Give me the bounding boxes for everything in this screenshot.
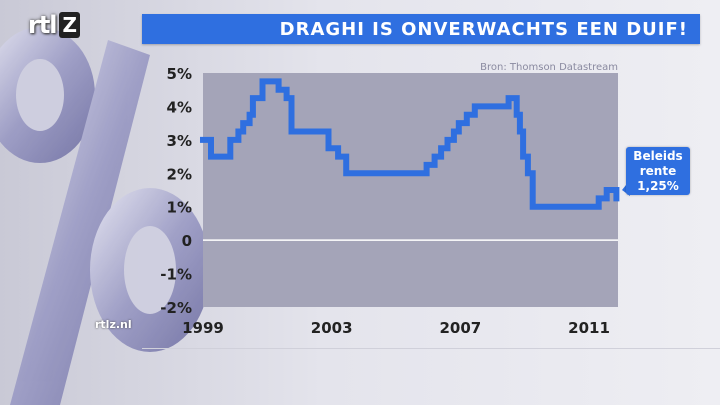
x-tick-label: 1999 [182,319,224,337]
ecb-rate-series-line [200,78,620,210]
logo-text: rtl [28,11,58,39]
policy-rate-annotation: Beleids rente 1,25% [626,147,690,195]
y-tick-label: 1% [167,199,192,217]
y-tick-label: 4% [167,98,192,116]
source-label: Bron: Thomson Datastream [480,62,618,73]
x-tick-label: 2007 [439,319,481,337]
annotation-line-3: 1,25% [637,179,679,193]
watermark: rtlz.nl [95,318,132,331]
logo-badge: Z [58,12,81,38]
x-tick-label: 2003 [311,319,353,337]
y-tick-label: 0 [182,232,192,250]
page-title: DRAGHI IS ONVERWACHTS EEN DUIF! [279,18,688,40]
title-bar: DRAGHI IS ONVERWACHTS EEN DUIF! [142,14,700,44]
plot-area [203,73,618,307]
y-tick-label: 2% [167,165,192,183]
annotation-line-2: rente [639,164,677,178]
y-tick-label: 5% [167,65,192,83]
divider [142,348,720,349]
y-tick-label: -2% [160,299,192,317]
annotation-line-1: Beleids [633,149,683,163]
rtlz-logo: rtl Z [28,10,124,40]
y-tick-label: -1% [160,266,192,284]
x-tick-label: 2011 [568,319,610,337]
y-tick-label: 3% [167,132,192,150]
